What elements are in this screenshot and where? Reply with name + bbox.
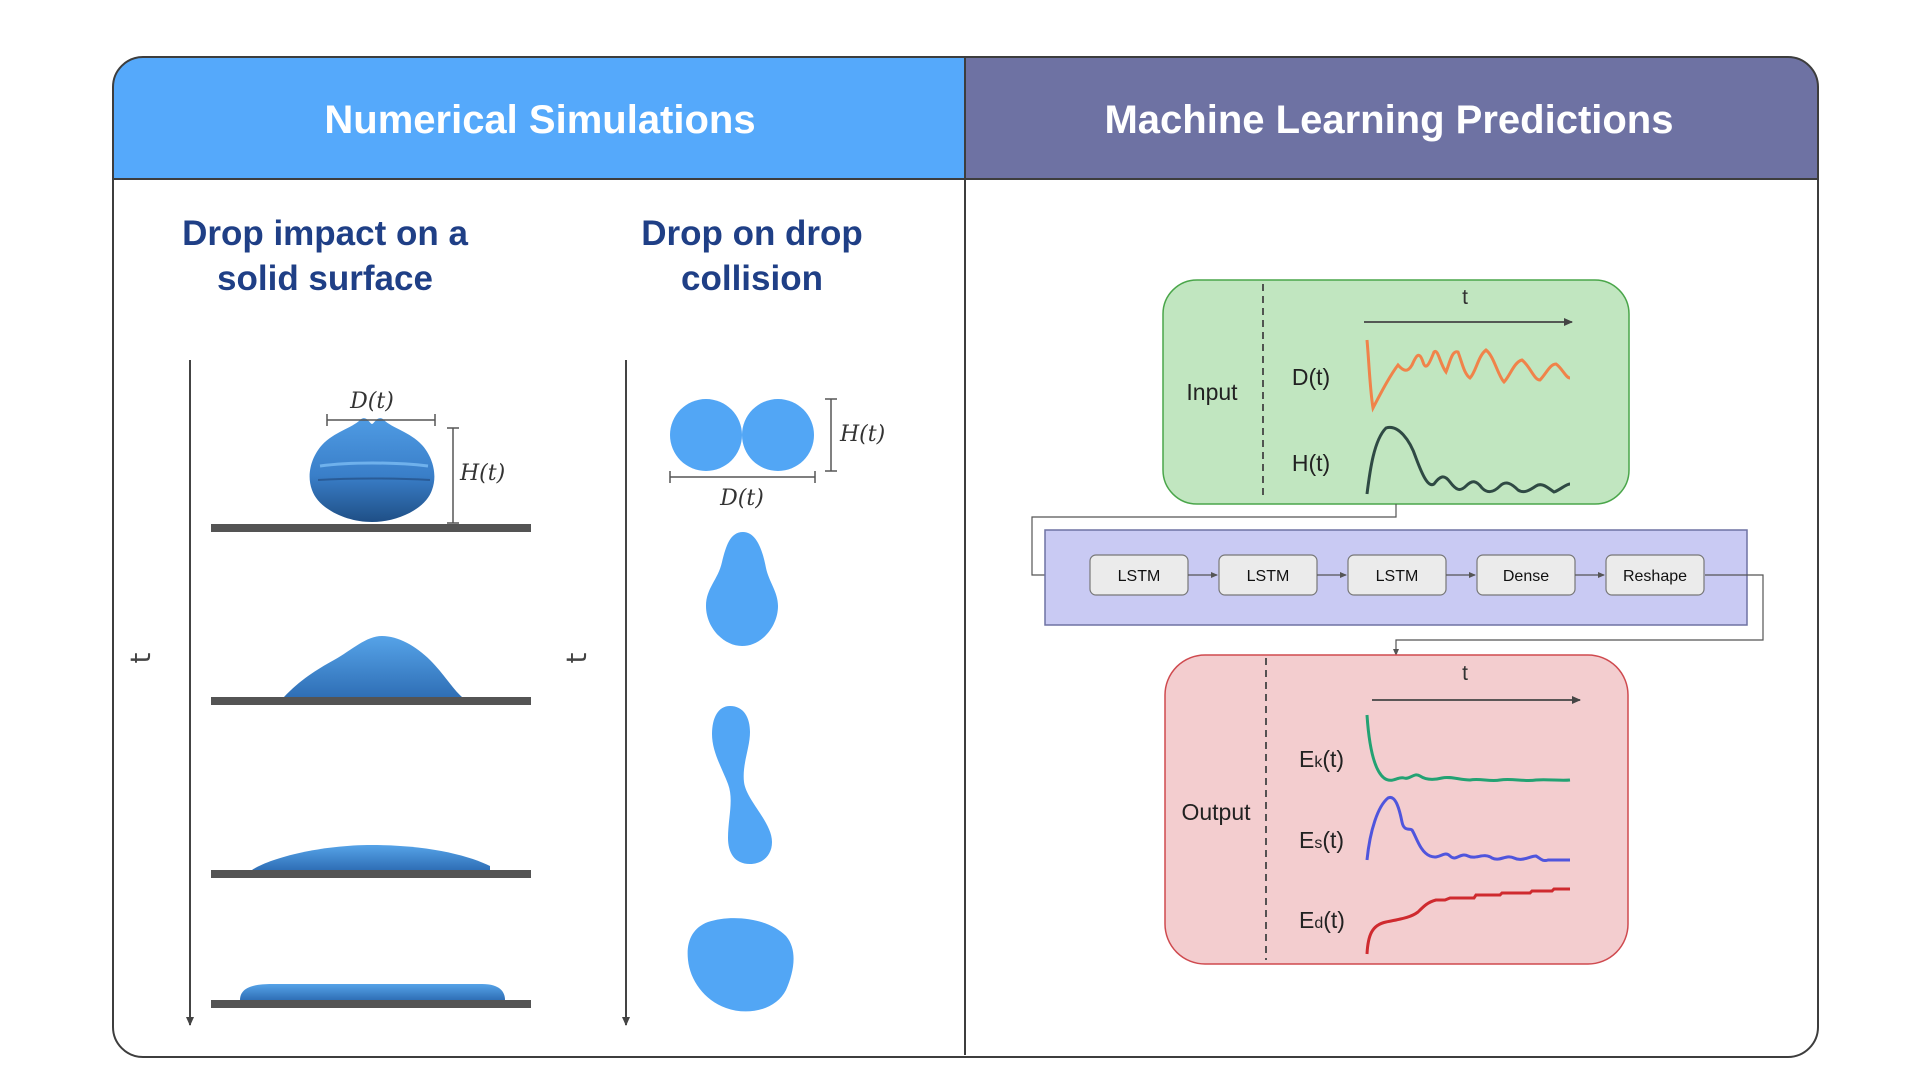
network-to-output-connector	[1393, 574, 1764, 656]
drop-shape	[252, 845, 490, 870]
output-signal-ek-label: Ek(t)	[1299, 746, 1344, 772]
layer-label: Dense	[1503, 568, 1549, 585]
input-time-label: t	[1462, 286, 1468, 309]
right-panel-header	[965, 57, 1818, 179]
drop-right	[742, 399, 814, 471]
output-signal-ed-label: Ed(t)	[1299, 907, 1345, 933]
layer-label: LSTM	[1118, 568, 1161, 585]
drop-left	[670, 399, 742, 471]
collision-snapshot-1: H(t) D(t)	[669, 398, 885, 511]
solid-snapshot-2	[211, 636, 531, 705]
d-signal-curve	[1365, 339, 1571, 413]
collision-snapshot-2	[706, 532, 778, 646]
solid-surface	[211, 1000, 531, 1008]
solid-snapshot-3	[211, 845, 531, 878]
layer-box-reshape	[1605, 554, 1705, 596]
solid-impact-title-line1: Drop impact on a	[182, 214, 468, 253]
input-label: Input	[1186, 379, 1238, 405]
solid-time-axis-label: t	[124, 652, 157, 663]
input-signal-d-label: D(t)	[1292, 364, 1330, 390]
layer-label: LSTM	[1247, 568, 1290, 585]
layer-label: LSTM	[1376, 568, 1419, 585]
collision-title-line1: Drop on drop	[641, 214, 863, 253]
left-panel-header	[113, 57, 965, 179]
collision-time-axis-label: t	[560, 652, 593, 663]
ed-signal-curve	[1365, 887, 1570, 955]
output-block: Output t Ek(t) Es(t) Ed(t)	[1164, 654, 1629, 965]
layer-group: LSTM LSTM LSTM Dense Reshape	[1089, 554, 1705, 596]
h-signal-curve	[1365, 425, 1571, 495]
collision-snapshot-3	[712, 706, 772, 864]
solid-surface	[211, 697, 531, 705]
collision-height-label: H(t)	[839, 422, 885, 447]
drop-shape	[309, 418, 435, 522]
layer-label: Reshape	[1623, 568, 1687, 585]
solid-surface	[211, 524, 531, 532]
panel-headers	[113, 57, 1818, 179]
output-box	[1164, 654, 1629, 965]
input-block: Input t D(t) H(t)	[1162, 279, 1630, 505]
solid-snapshot-1: D(t) H(t)	[211, 389, 531, 532]
drop-shape	[284, 636, 462, 697]
es-signal-curve	[1365, 795, 1570, 862]
left-panel-title: Numerical Simulations	[324, 98, 755, 142]
diameter-label: D(t)	[349, 389, 394, 414]
input-signal-h-label: H(t)	[1292, 450, 1330, 476]
height-label: H(t)	[459, 461, 505, 486]
drop-shape	[240, 984, 505, 1000]
output-time-label: t	[1462, 662, 1468, 685]
collision-snapshot-4	[687, 918, 794, 1012]
solid-surface	[211, 870, 531, 878]
output-signal-es-label: Es(t)	[1299, 827, 1344, 853]
network-block: LSTM LSTM LSTM Dense Reshape	[1031, 504, 1764, 656]
collision-diameter-label: D(t)	[719, 486, 764, 511]
output-label: Output	[1181, 799, 1251, 825]
collision-title-line2: collision	[681, 259, 823, 298]
ek-signal-curve	[1365, 714, 1571, 783]
right-panel-title: Machine Learning Predictions	[1104, 98, 1673, 142]
solid-impact-title-line2: solid surface	[217, 259, 433, 298]
solid-snapshot-4	[211, 984, 531, 1008]
